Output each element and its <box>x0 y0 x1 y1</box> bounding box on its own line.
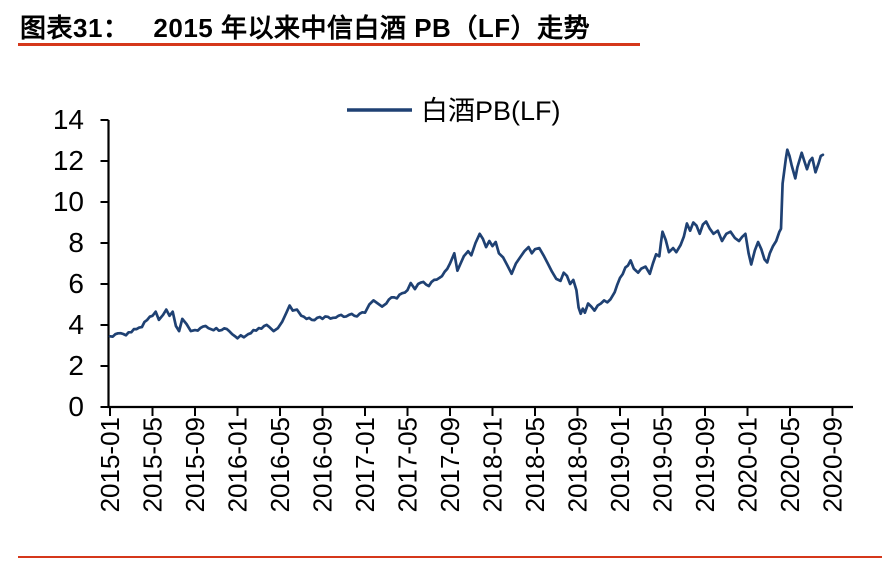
figure-header: 图表31： 2015 年以来中信白酒 PB（LF）走势 <box>20 8 590 45</box>
x-tick-label: 2017-09 <box>435 417 465 512</box>
x-tick-label: 2015-05 <box>138 417 168 512</box>
figure-title: 2015 年以来中信白酒 PB（LF）走势 <box>153 13 591 43</box>
x-tick-label: 2017-01 <box>350 417 380 512</box>
x-tick-label: 2016-05 <box>265 417 295 512</box>
x-tick-label: 2018-01 <box>478 417 508 512</box>
y-tick-label: 10 <box>53 186 84 217</box>
legend-label: 白酒PB(LF) <box>421 96 561 126</box>
x-tick-label: 2020-01 <box>733 417 763 512</box>
series-line-baijiu-pb <box>108 148 825 340</box>
x-tick-label: 2016-01 <box>223 417 253 512</box>
x-tick-label: 2018-05 <box>520 417 550 512</box>
title-underline <box>18 43 640 46</box>
y-tick-label: 14 <box>53 104 84 135</box>
x-tick-label: 2018-09 <box>563 417 593 512</box>
y-tick-label: 0 <box>68 391 84 422</box>
figure-number-label: 图表31： <box>20 13 130 43</box>
x-tick-label: 2015-01 <box>95 417 125 512</box>
y-tick-label: 4 <box>68 309 84 340</box>
x-tick-label: 2020-09 <box>818 417 848 512</box>
y-tick-label: 2 <box>68 350 84 381</box>
x-tick-label: 2015-09 <box>180 417 210 512</box>
y-tick-label: 8 <box>68 227 84 258</box>
x-tick-label: 2020-05 <box>775 417 805 512</box>
y-tick-label: 12 <box>53 145 84 176</box>
x-tick-label: 2019-01 <box>605 417 635 512</box>
x-tick-label: 2016-09 <box>308 417 338 512</box>
x-tick-label: 2019-05 <box>648 417 678 512</box>
x-tick-label: 2017-05 <box>393 417 423 512</box>
x-tick-label: 2019-09 <box>690 417 720 512</box>
y-tick-label: 6 <box>68 268 84 299</box>
footer-rule <box>18 556 882 558</box>
